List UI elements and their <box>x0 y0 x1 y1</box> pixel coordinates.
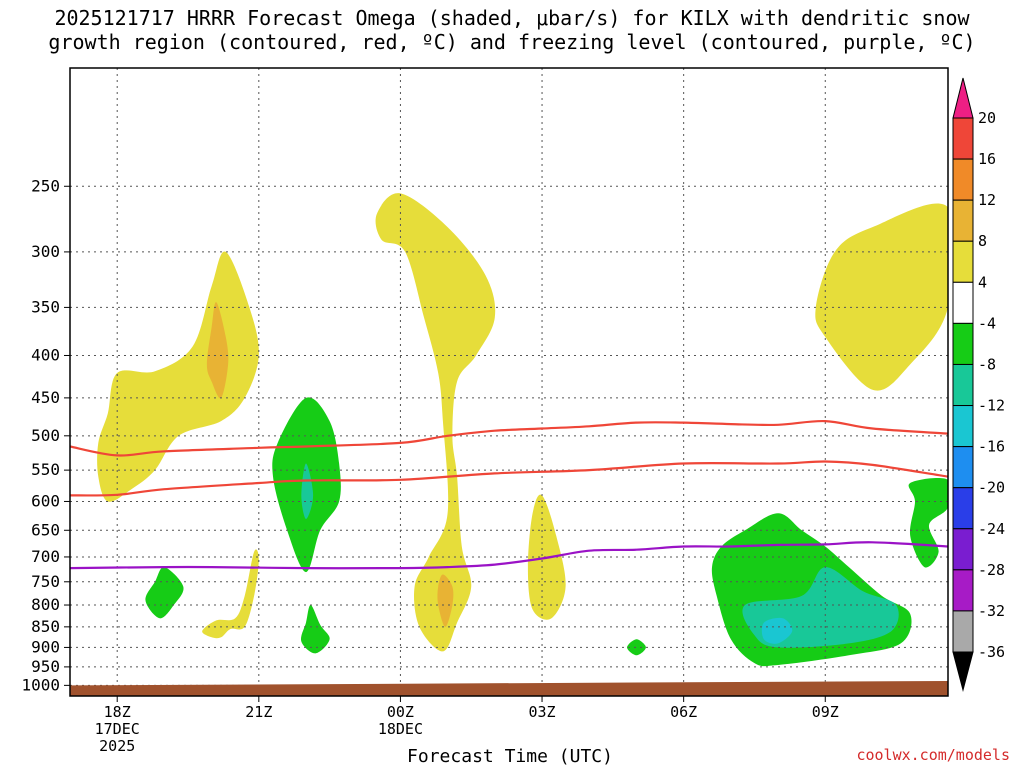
omega-region-0 <box>97 251 259 502</box>
colorbar: 20 16 12 8 4 -4 -8 -12 -16 -20 -24 -28 -32 -36 <box>952 77 1005 692</box>
plot-area <box>70 68 948 696</box>
colorbar-top-arrow <box>952 77 974 119</box>
omega-region-2 <box>375 193 496 652</box>
xtick-label-00Z: 00Z <box>387 703 414 721</box>
chart-title: 2025121717 HRRR Forecast Omega (shaded, … <box>0 6 1024 54</box>
colorbar-box-4 <box>952 281 974 324</box>
colorbar-box-2 <box>952 199 974 242</box>
colorbar-label-7: -12 <box>978 397 1005 415</box>
ytick-label-800: 800 <box>31 595 60 614</box>
colorbar-box-12 <box>952 610 974 653</box>
xtick-label-09Z: 09Z <box>812 703 839 721</box>
ytick-label-300: 300 <box>31 242 60 261</box>
colorbar-box-3 <box>952 240 974 283</box>
colorbar-label-8: -16 <box>978 438 1005 456</box>
title-line-2: growth region (contoured, red, ºC) and f… <box>48 30 976 54</box>
ytick-label-850: 850 <box>31 617 60 636</box>
colorbar-bottom-arrow <box>952 651 974 692</box>
ytick-label-550: 550 <box>31 460 60 479</box>
omega-region-14 <box>761 617 793 644</box>
ground-terrain <box>70 681 948 696</box>
colorbar-label-4: 4 <box>978 273 987 291</box>
omega-region-5 <box>815 203 948 391</box>
colorbar-label-13: -36 <box>978 643 1005 661</box>
credit-link[interactable]: coolwx.com/models <box>856 746 1010 764</box>
colorbar-label-12: -32 <box>978 602 1005 620</box>
xtick-year-18Z: 2025 <box>99 737 135 755</box>
omega-region-11 <box>627 639 646 656</box>
ytick-label-500: 500 <box>31 426 60 445</box>
contour-line-0 <box>70 419 948 457</box>
colorbar-label-1: 16 <box>978 150 996 168</box>
colorbar-box-11 <box>952 569 974 612</box>
colorbar-label-5: -4 <box>978 314 996 332</box>
colorbar-box-8 <box>952 446 974 489</box>
ytick-label-700: 700 <box>31 547 60 566</box>
ytick-label-900: 900 <box>31 637 60 656</box>
ytick-label-950: 950 <box>31 657 60 676</box>
ytick-label-600: 600 <box>31 491 60 510</box>
xtick-label-21Z: 21Z <box>245 703 272 721</box>
colorbar-label-11: -28 <box>978 561 1005 579</box>
ytick-label-250: 250 <box>31 176 60 195</box>
xtick-sublabel-18Z: 17DEC <box>95 720 140 738</box>
omega-region-15 <box>908 478 948 568</box>
ytick-label-1000: 1000 <box>21 675 60 694</box>
colorbar-label-0: 20 <box>978 109 996 127</box>
omega-region-10 <box>300 604 330 654</box>
xtick-label-18Z: 18Z <box>104 703 131 721</box>
colorbar-label-9: -20 <box>978 479 1005 497</box>
colorbar-box-1 <box>952 158 974 201</box>
plot-frame <box>69 67 949 697</box>
ytick-label-400: 400 <box>31 345 60 364</box>
x-axis-title: Forecast Time (UTC) <box>407 746 613 767</box>
plot-clip-group <box>70 68 948 696</box>
ytick-label-650: 650 <box>31 520 60 539</box>
colorbar-label-3: 8 <box>978 232 987 250</box>
omega-region-6 <box>202 549 259 639</box>
xtick-label-03Z: 03Z <box>528 703 555 721</box>
ytick-label-450: 450 <box>31 388 60 407</box>
ytick-label-750: 750 <box>31 572 60 591</box>
colorbar-label-10: -24 <box>978 520 1005 538</box>
omega-region-9 <box>145 567 184 619</box>
title-line-1: 2025121717 HRRR Forecast Omega (shaded, … <box>54 6 970 30</box>
contour-line-1 <box>70 460 948 497</box>
xtick-label-06Z: 06Z <box>670 703 697 721</box>
colorbar-box-5 <box>952 322 974 365</box>
colorbar-box-7 <box>952 405 974 448</box>
omega-region-3 <box>437 574 454 627</box>
omega-region-1 <box>206 302 229 399</box>
omega-region-8 <box>301 463 314 519</box>
ytick-label-350: 350 <box>31 297 60 316</box>
xtick-sublabel-00Z: 18DEC <box>378 720 423 738</box>
colorbar-label-2: 12 <box>978 191 996 209</box>
contour-line-2 <box>70 541 948 570</box>
axes: 2503003504004505005506006507007508008509… <box>21 67 949 755</box>
colorbar-box-10 <box>952 528 974 571</box>
colorbar-box-6 <box>952 363 974 407</box>
colorbar-label-6: -8 <box>978 355 996 373</box>
colorbar-box-9 <box>952 487 974 530</box>
colorbar-box-0 <box>952 117 974 160</box>
